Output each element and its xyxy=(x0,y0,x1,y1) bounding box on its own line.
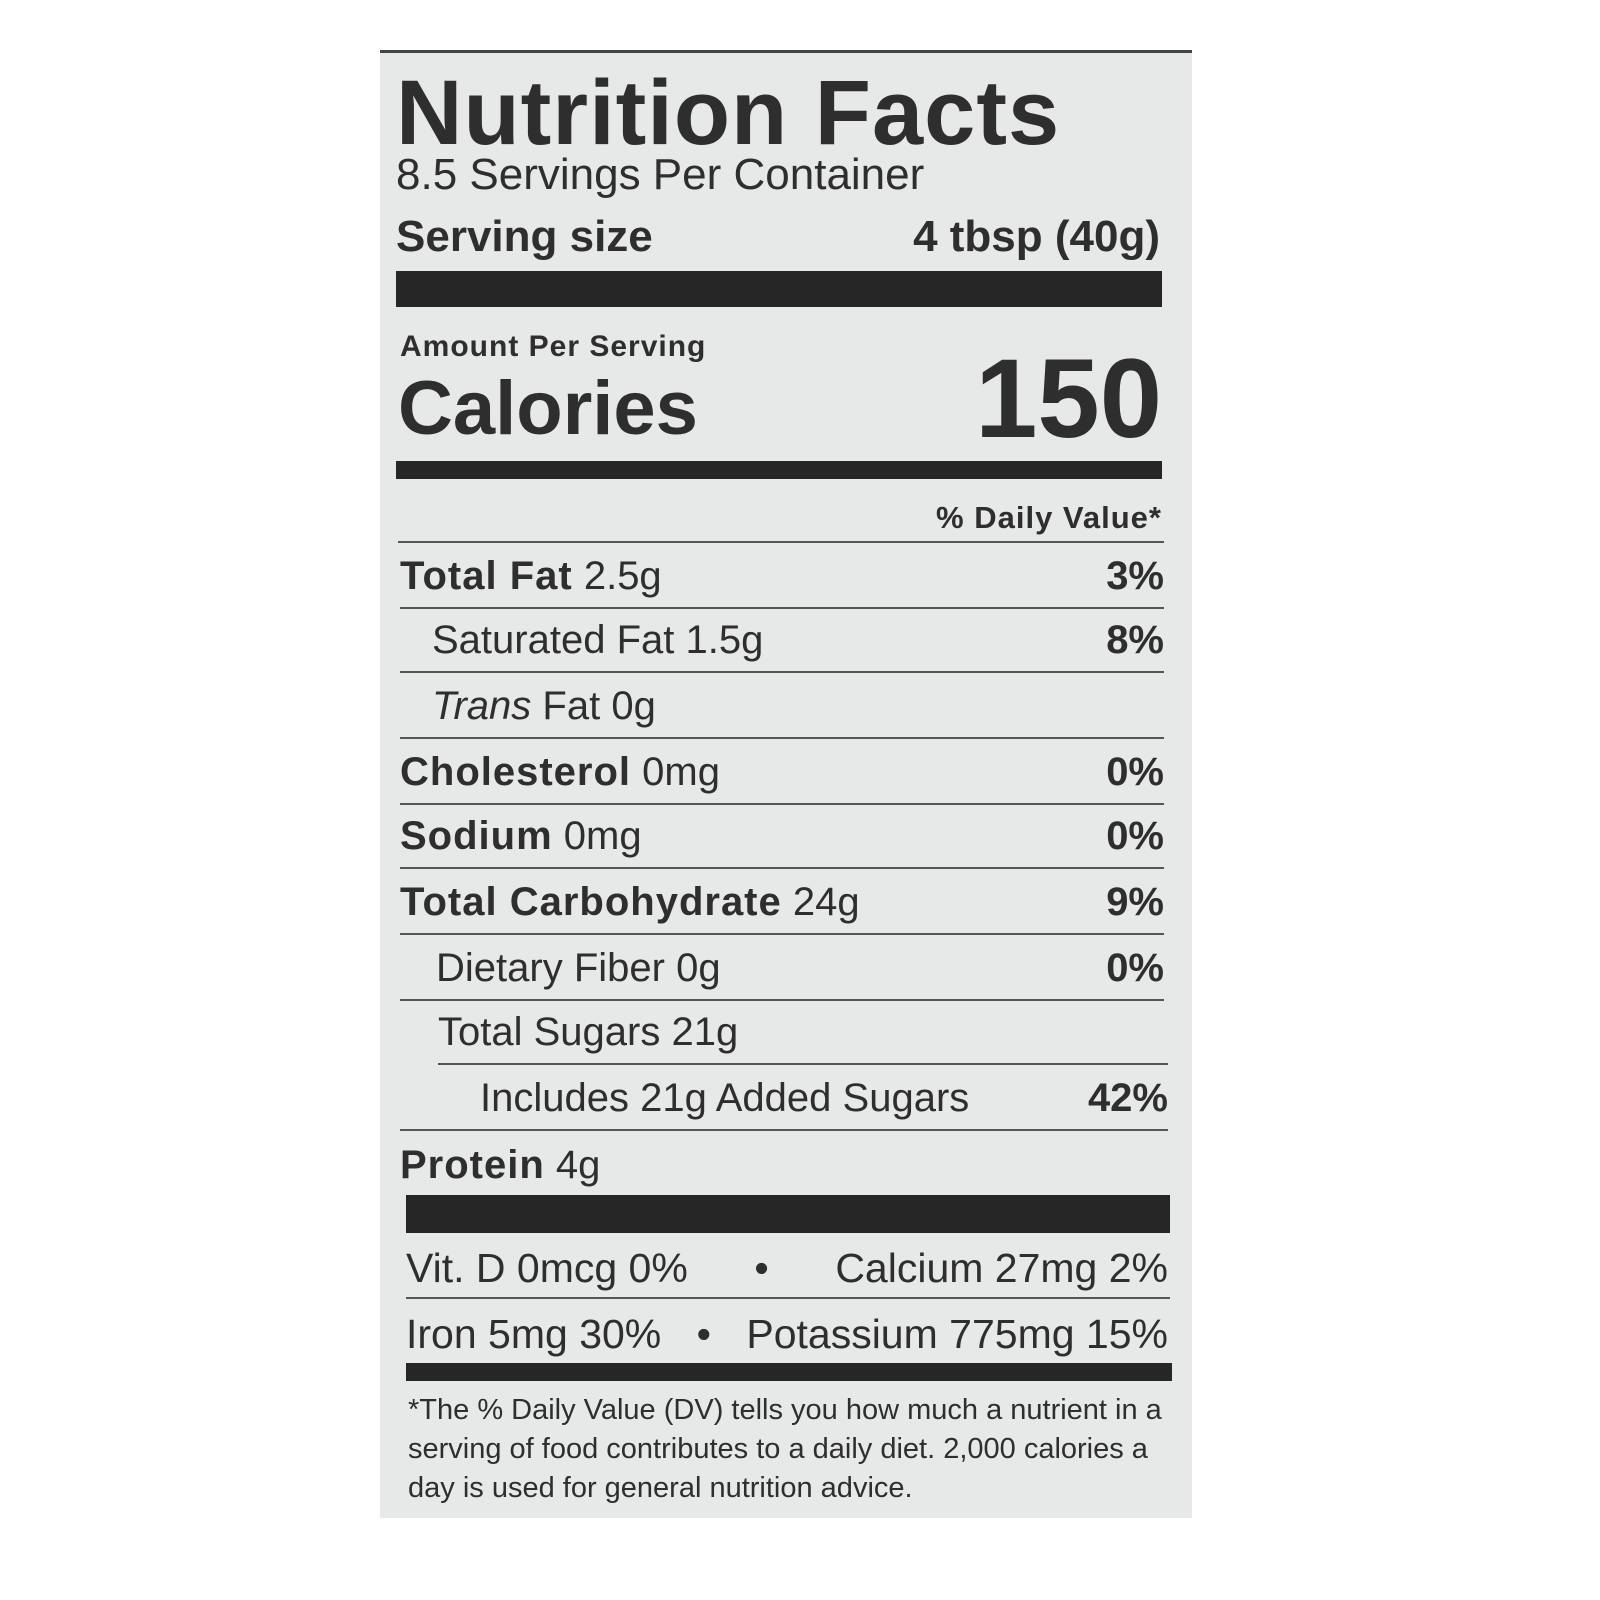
footnote: *The % Daily Value (DV) tells you how mu… xyxy=(408,1394,1162,1504)
amount-per-serving: Amount Per Serving xyxy=(400,330,707,363)
nutrient-row-total-fat: Total Fat 2.5g 3% xyxy=(400,545,1164,609)
thick-divider xyxy=(396,271,1162,307)
label-title: Nutrition Facts xyxy=(396,62,1061,164)
serving-size-value: 4 tbsp (40g) xyxy=(913,212,1160,261)
serving-size-row: Serving size 4 tbsp (40g) xyxy=(396,215,1160,259)
nutrient-row-trans-fat: Trans Fat 0g xyxy=(400,675,1164,739)
thin-divider xyxy=(398,541,1164,543)
nutrient-row-dietary-fiber: Dietary Fiber 0g 0% xyxy=(400,937,1164,1001)
daily-value-header: % Daily Value* xyxy=(936,500,1162,535)
medium-divider xyxy=(396,461,1162,479)
nutrient-row-added-sugars: Includes 21g Added Sugars 42% xyxy=(400,1067,1168,1131)
medium-divider-footnote xyxy=(406,1363,1172,1381)
thick-divider-vitamins xyxy=(406,1195,1170,1233)
nutrient-row-total-carbohydrate: Total Carbohydrate 24g 9% xyxy=(400,871,1164,935)
vitamins-row-2: Iron 5mg 30% • Potassium 775mg 15% xyxy=(406,1311,1168,1357)
nutrient-row-protein: Protein 4g xyxy=(400,1142,601,1187)
nutrient-row-saturated-fat: Saturated Fat 1.5g 8% xyxy=(400,609,1164,673)
calories-label: Calories xyxy=(398,366,698,451)
servings-per-container: 8.5 Servings Per Container xyxy=(396,150,925,199)
nutrition-facts-label: Nutrition Facts 8.5 Servings Per Contain… xyxy=(380,50,1192,1518)
nutrient-row-total-sugars: Total Sugars 21g xyxy=(438,1001,1168,1065)
thin-divider xyxy=(406,1297,1170,1299)
serving-size-label: Serving size xyxy=(396,212,653,261)
vitamins-row-1: Vit. D 0mcg 0% • Calcium 27mg 2% xyxy=(406,1245,1168,1291)
calories-value: 150 xyxy=(975,336,1162,461)
nutrient-row-cholesterol: Cholesterol 0mg 0% xyxy=(400,741,1164,805)
nutrient-row-sodium: Sodium 0mg 0% xyxy=(400,805,1164,869)
